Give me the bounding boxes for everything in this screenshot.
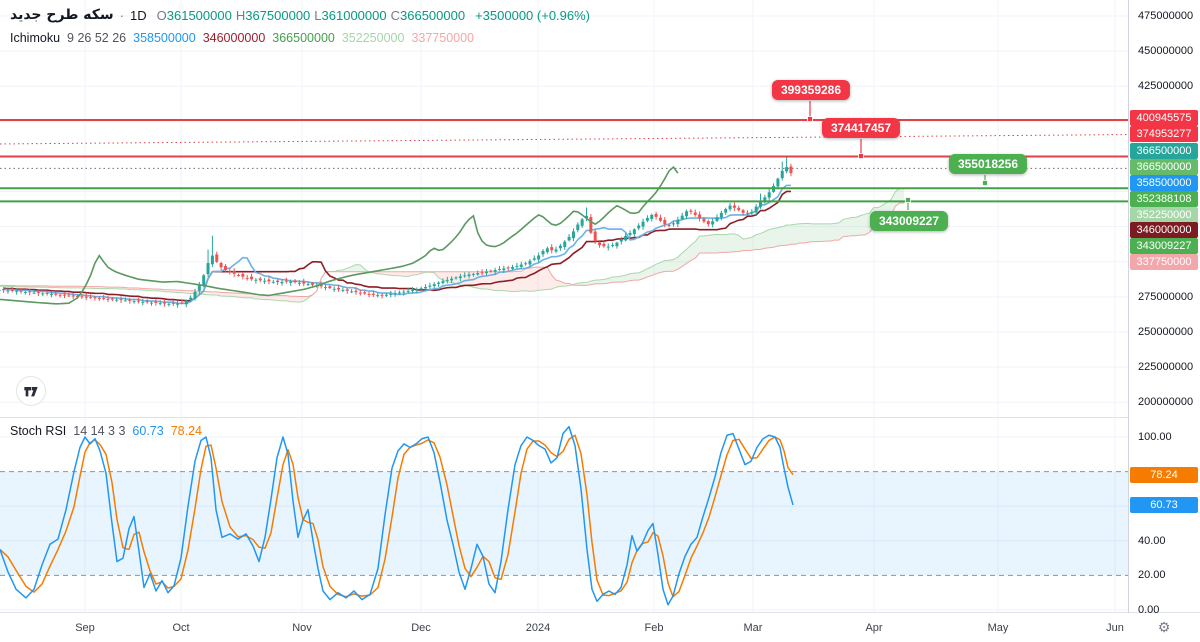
time-axis-label: Apr xyxy=(865,622,882,634)
ohlc-label: O xyxy=(157,8,167,23)
price-axis-badge: 343009227 xyxy=(1130,238,1198,254)
price-axis-badge: 366500000 xyxy=(1130,143,1198,159)
stoch-k-value: 60.73 xyxy=(132,424,163,438)
price-axis-badge: 346000000 xyxy=(1130,222,1198,238)
time-axis-label: 2024 xyxy=(526,622,550,634)
price-axis-badge: 352250000 xyxy=(1130,207,1198,223)
axis-label: 200000000 xyxy=(1138,396,1193,408)
stoch-rsi-legend[interactable]: Stoch RSI 14 14 3 3 60.73 78.24 xyxy=(10,424,202,438)
axis-label: 20.00 xyxy=(1138,569,1166,581)
time-axis-label: Sep xyxy=(75,622,95,634)
alert-label[interactable]: 374417457 xyxy=(822,118,900,138)
time-axis-label: Feb xyxy=(645,622,664,634)
axis-label: 225000000 xyxy=(1138,361,1193,373)
ichimoku-params: 9 26 52 26 xyxy=(67,31,126,45)
ichimoku-value: 346000000 xyxy=(203,31,266,45)
ichimoku-value: 358500000 xyxy=(133,31,196,45)
time-axis-label: Jun xyxy=(1106,622,1124,634)
ichimoku-value: 352250000 xyxy=(342,31,405,45)
stoch-rsi-params: 14 14 3 3 xyxy=(73,424,125,438)
price-axis-badge: 358500000 xyxy=(1130,175,1198,191)
alert-label[interactable]: 399359286 xyxy=(772,80,850,100)
ohlc-value: 367500000 xyxy=(245,8,310,23)
axis-label: 475000000 xyxy=(1138,10,1193,22)
symbol-title: سکه طرح جدید xyxy=(10,7,114,23)
time-scale[interactable]: ⚙ Sep Oct Nov Dec 2024 Feb Mar Apr May Jun xyxy=(0,613,1200,642)
ohlc-label: L xyxy=(314,8,321,23)
ohlc-label: H xyxy=(236,8,245,23)
axis-label: 250000000 xyxy=(1138,326,1193,338)
ichimoku-value: 366500000 xyxy=(272,31,335,45)
axis-label: 40.00 xyxy=(1138,535,1166,547)
gear-icon[interactable]: ⚙ xyxy=(1155,618,1173,636)
stoch-rsi-name: Stoch RSI xyxy=(10,424,66,438)
price-axis-badge: 60.73 xyxy=(1130,497,1198,513)
price-scale[interactable]: 475000000 450000000 425000000 275000000 2500… xyxy=(1129,0,1200,612)
ohlc-label: C xyxy=(391,8,400,23)
ichimoku-value: 337750000 xyxy=(411,31,474,45)
pane-separator[interactable] xyxy=(0,417,1200,418)
ichimoku-values: 358500000 346000000 366500000 352250000 3377… xyxy=(133,31,481,45)
stoch-d-value: 78.24 xyxy=(171,424,202,438)
axis-label: 275000000 xyxy=(1138,291,1193,303)
tradingview-logo xyxy=(16,376,46,406)
timeframe-label[interactable]: 1D xyxy=(130,8,147,23)
price-axis-badge: 366500000 xyxy=(1130,159,1198,175)
time-axis-label: Dec xyxy=(411,622,431,634)
axis-label: 100.00 xyxy=(1138,431,1172,443)
price-axis-badge: 78.24 xyxy=(1130,467,1198,483)
change-label: +3500000 (+0.96%) xyxy=(475,8,590,23)
alert-label[interactable]: 355018256 xyxy=(949,154,1027,174)
time-axis-label: Mar xyxy=(744,622,763,634)
price-axis-badge: 374953277 xyxy=(1130,126,1198,142)
chart-container: سکه طرح جدید · 1D O361500000H367500000L3… xyxy=(0,0,1200,642)
price-axis-badge: 352388108 xyxy=(1130,191,1198,207)
ichimoku-legend[interactable]: Ichimoku 9 26 52 26 358500000 346000000 36… xyxy=(10,31,481,45)
stoch-rsi-canvas[interactable] xyxy=(0,417,1128,612)
time-axis-label: Oct xyxy=(172,622,189,634)
price-axis-badge: 337750000 xyxy=(1130,254,1198,270)
axis-label: 450000000 xyxy=(1138,45,1193,57)
time-axis-label: May xyxy=(988,622,1009,634)
main-chart-canvas[interactable] xyxy=(0,0,1128,417)
legend-separator: · xyxy=(120,8,124,23)
time-axis-label: Nov xyxy=(292,622,312,634)
price-axis-badge: 400945575 xyxy=(1130,110,1198,126)
ohlc-value: 361500000 xyxy=(167,8,232,23)
ohlc-values: O361500000 H367500000 L361000000 C366500000 xyxy=(153,8,465,23)
symbol-legend: سکه طرح جدید · 1D O361500000H367500000L3… xyxy=(10,7,590,23)
ohlc-value: 361000000 xyxy=(322,8,387,23)
ichimoku-name: Ichimoku xyxy=(10,31,60,45)
alert-label[interactable]: 343009227 xyxy=(870,211,948,231)
ohlc-value: 366500000 xyxy=(400,8,465,23)
axis-label: 425000000 xyxy=(1138,80,1193,92)
